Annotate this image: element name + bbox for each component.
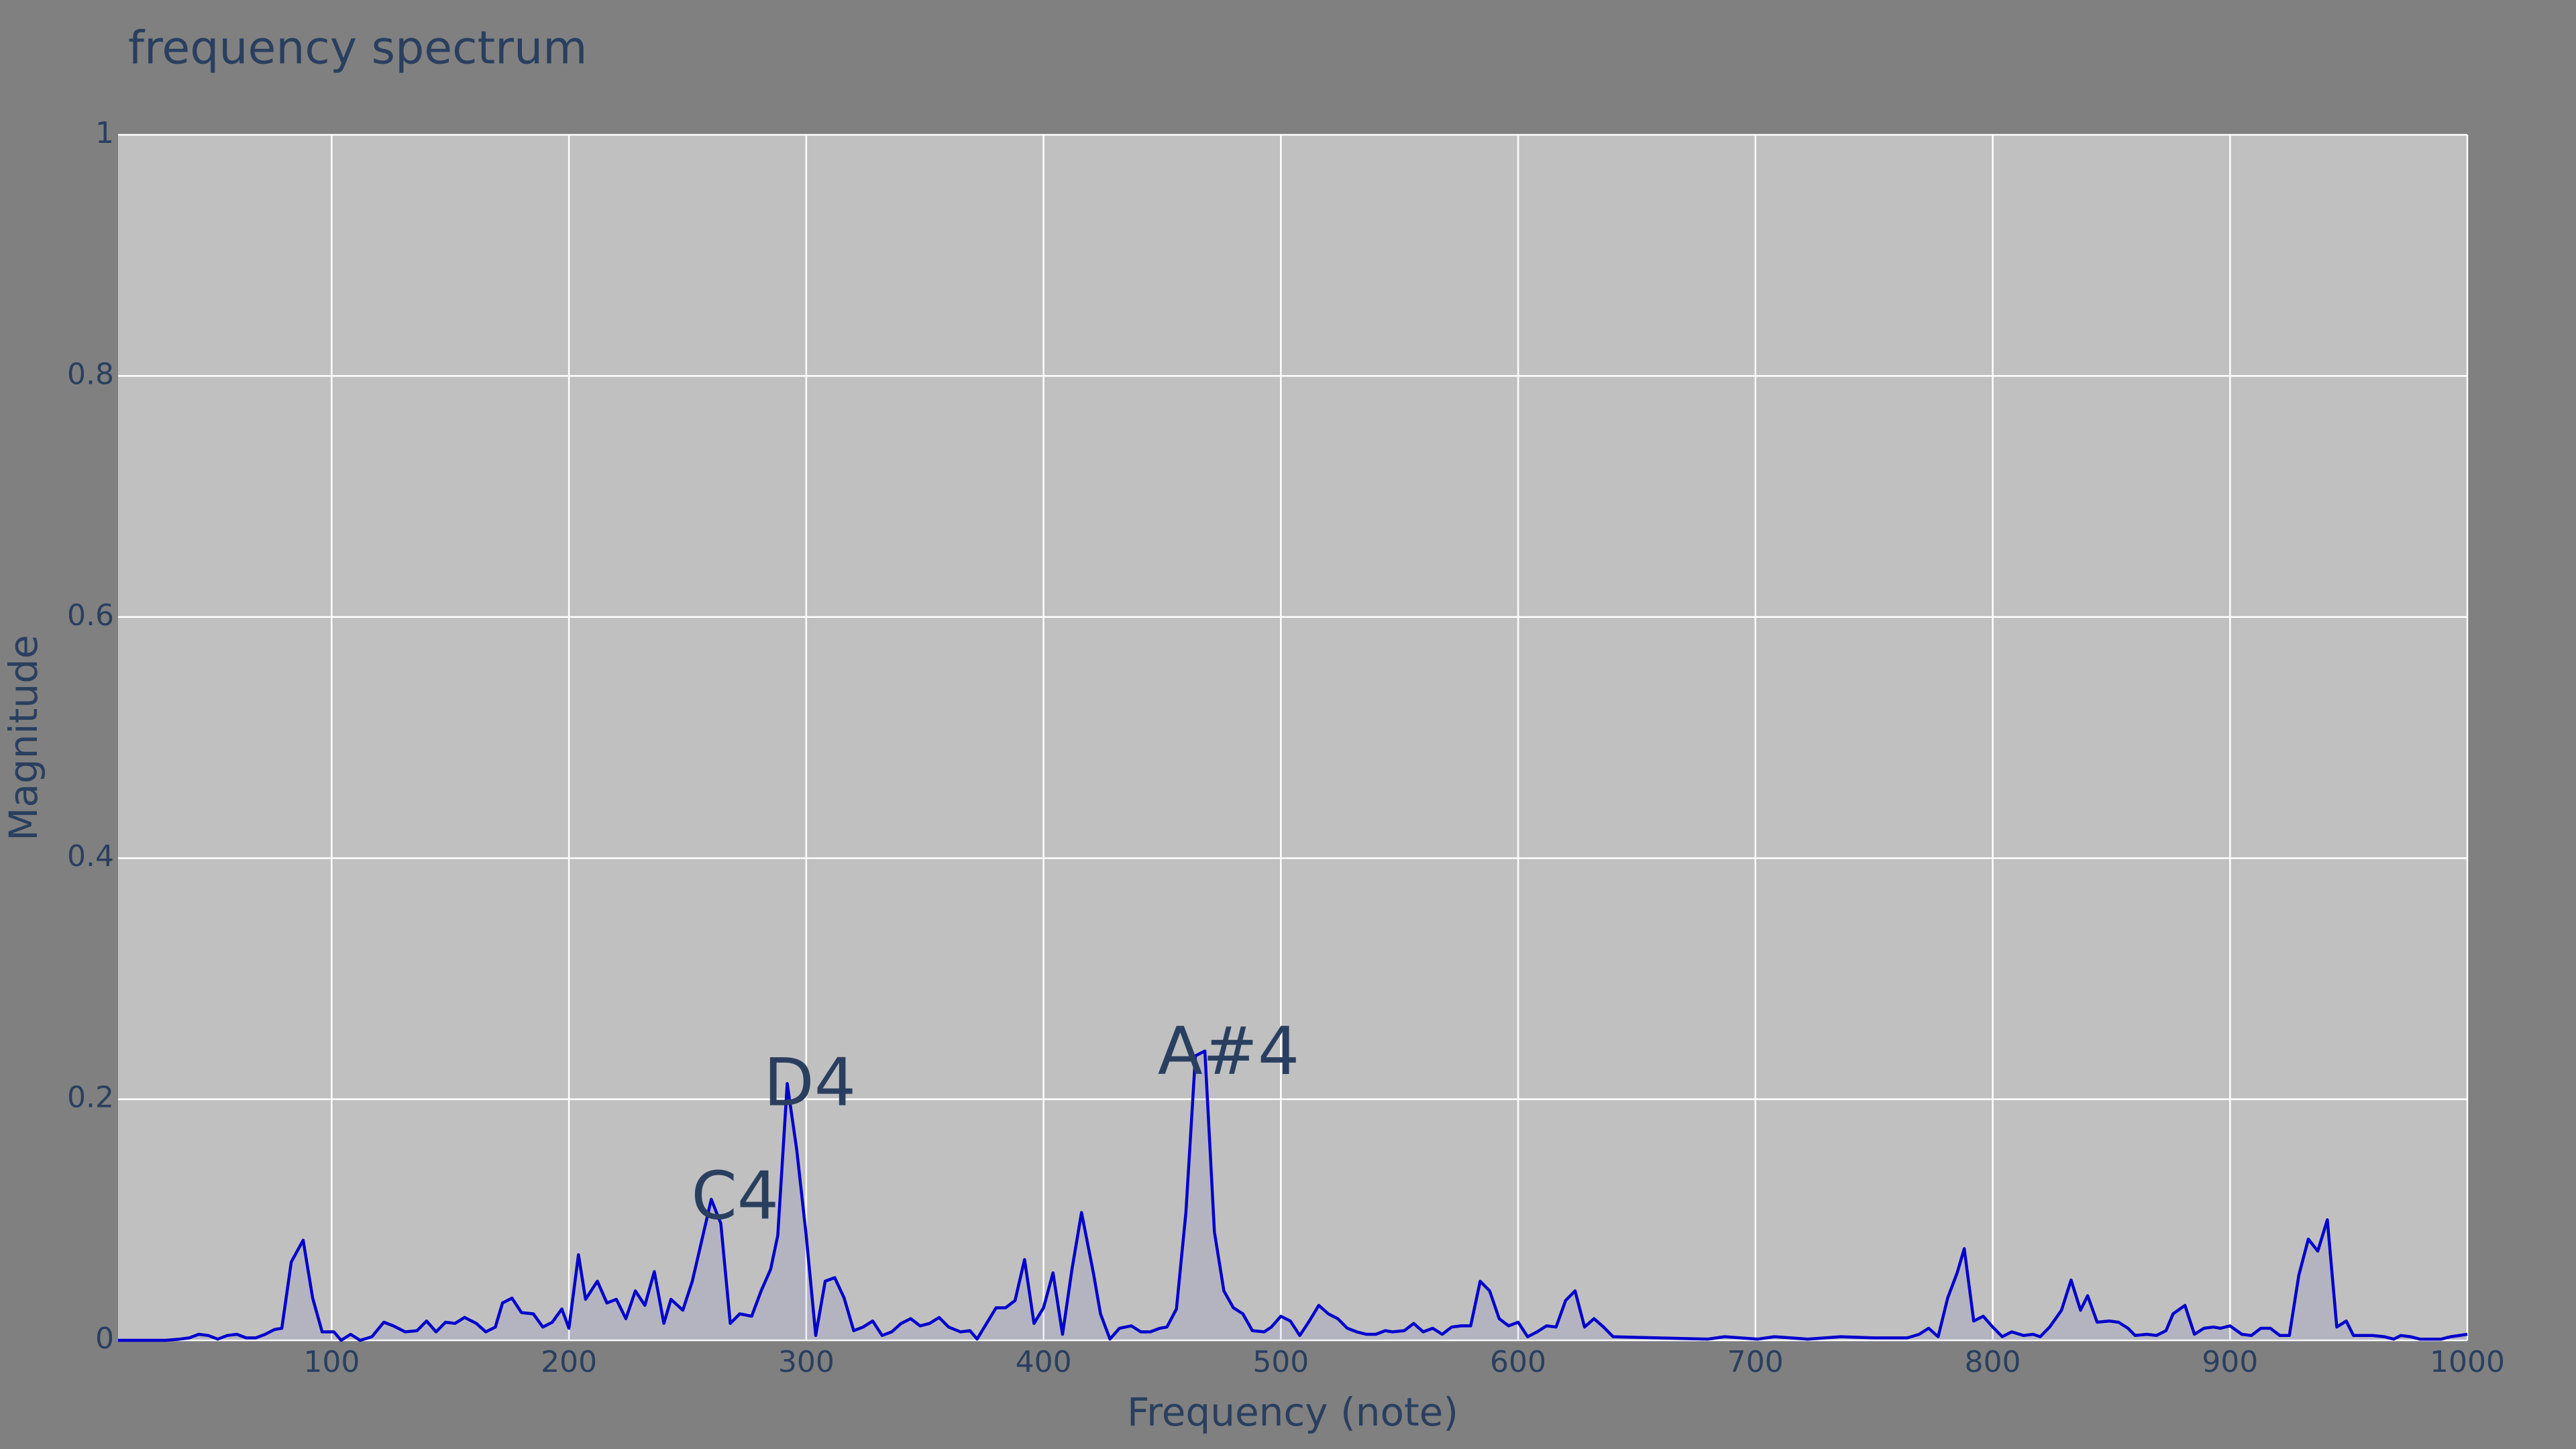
y-tick-label: 0.4 [67, 839, 114, 873]
x-tick-label: 100 [303, 1345, 360, 1379]
area-fill [118, 1051, 2467, 1340]
x-tick-label: 1000 [2430, 1345, 2505, 1379]
annotation: C4 [691, 1158, 779, 1234]
y-tick-label: 0.6 [67, 598, 114, 633]
x-tick-label: 300 [778, 1345, 835, 1379]
x-axis-title: Frequency (note) [1127, 1389, 1458, 1435]
x-tick-label: 800 [1965, 1345, 2021, 1379]
x-tick-label: 600 [1490, 1345, 1546, 1379]
x-tick-label: 900 [2202, 1345, 2258, 1379]
y-tick-label: 0 [95, 1322, 114, 1356]
x-tick-label: 700 [1727, 1345, 1784, 1379]
y-tick-label: 0.2 [67, 1081, 114, 1115]
annotation: A#4 [1158, 1014, 1300, 1090]
x-tick-label: 400 [1016, 1345, 1072, 1379]
spectrum-line [118, 1049, 2468, 1342]
y-tick-label: 0.8 [67, 357, 114, 391]
y-axis-title: Magnitude [1, 635, 46, 841]
plot-area [118, 135, 2467, 1340]
y-tick-label: 1 [95, 116, 114, 150]
x-tick-label: 500 [1252, 1345, 1309, 1379]
annotation: D4 [763, 1044, 856, 1121]
x-tick-label: 200 [541, 1345, 597, 1379]
chart-title: frequency spectrum [128, 22, 587, 75]
